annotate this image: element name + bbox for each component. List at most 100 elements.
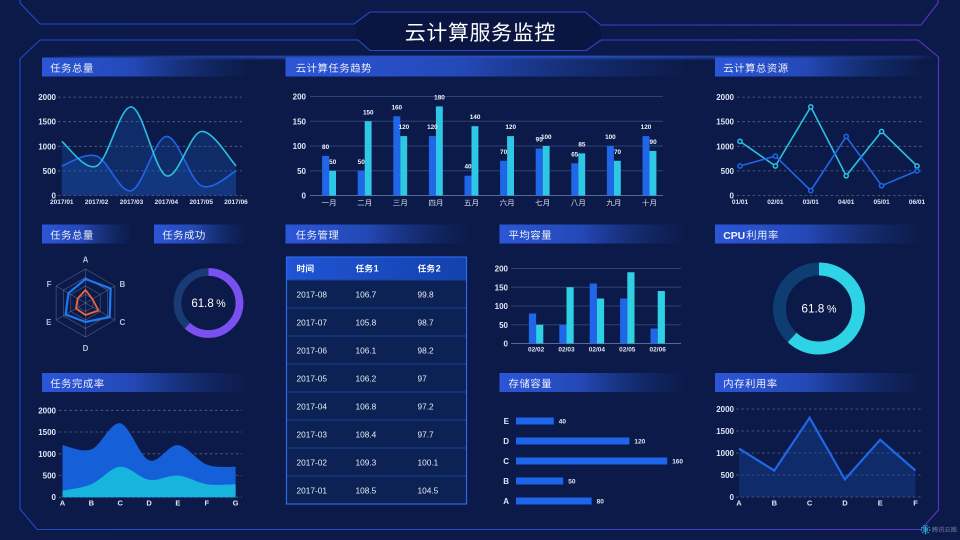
svg-text:E: E: [504, 417, 510, 426]
svg-text:40: 40: [464, 164, 472, 171]
svg-text:2000: 2000: [716, 93, 734, 102]
svg-text:1500: 1500: [38, 428, 56, 437]
svg-text:D: D: [503, 437, 509, 446]
svg-text:1000: 1000: [38, 142, 56, 151]
svg-text:0: 0: [302, 192, 307, 201]
svg-text:70: 70: [614, 149, 622, 156]
svg-text:180: 180: [434, 94, 445, 101]
svg-text:1: 1: [374, 264, 379, 274]
svg-text:2017/05: 2017/05: [189, 199, 213, 206]
svg-text:0: 0: [504, 340, 509, 349]
svg-text:02/01: 02/01: [767, 199, 784, 206]
svg-text:G: G: [233, 499, 239, 508]
svg-text:CPU: CPU: [723, 231, 745, 242]
svg-text:97.7: 97.7: [418, 430, 435, 440]
svg-text:2017/01: 2017/01: [50, 199, 74, 206]
svg-text:109.3: 109.3: [356, 458, 377, 468]
svg-text:90: 90: [650, 139, 658, 146]
svg-text:106.8: 106.8: [356, 402, 377, 412]
svg-text:B: B: [503, 477, 509, 486]
svg-text:108.4: 108.4: [356, 430, 377, 440]
svg-text:150: 150: [363, 109, 374, 116]
svg-text:500: 500: [721, 471, 735, 480]
svg-text:160: 160: [672, 459, 683, 466]
svg-text:02/03: 02/03: [558, 347, 575, 354]
svg-text:E: E: [46, 318, 52, 327]
svg-text:65: 65: [571, 151, 579, 158]
svg-text:98.7: 98.7: [418, 318, 435, 328]
svg-text:0: 0: [730, 192, 735, 201]
svg-text:A: A: [503, 497, 509, 506]
svg-text:2000: 2000: [38, 406, 56, 415]
svg-text:C: C: [117, 499, 123, 508]
svg-text:02/06: 02/06: [650, 347, 667, 354]
svg-text:A: A: [60, 499, 66, 508]
svg-text:80: 80: [597, 499, 605, 506]
svg-text:150: 150: [293, 117, 307, 126]
svg-text:100: 100: [495, 302, 509, 311]
svg-text:120: 120: [641, 124, 652, 131]
svg-text:0: 0: [52, 192, 57, 201]
svg-text:50: 50: [358, 159, 366, 166]
svg-text:50: 50: [499, 321, 508, 330]
svg-text:A: A: [736, 499, 742, 508]
svg-text:50: 50: [329, 159, 337, 166]
svg-text:200: 200: [495, 265, 509, 274]
svg-text:D: D: [83, 344, 89, 353]
svg-text:100: 100: [293, 142, 307, 151]
svg-text:A: A: [83, 256, 89, 265]
svg-text:70: 70: [500, 149, 508, 156]
svg-text:500: 500: [43, 471, 57, 480]
svg-text:200: 200: [293, 93, 307, 102]
svg-text:06/01: 06/01: [909, 199, 926, 206]
svg-text:C: C: [503, 457, 509, 466]
svg-text:F: F: [913, 499, 918, 508]
svg-text:104.5: 104.5: [418, 486, 439, 496]
svg-text:120: 120: [634, 439, 645, 446]
svg-text:F: F: [204, 499, 209, 508]
svg-text:2017-01: 2017-01: [297, 486, 328, 496]
svg-text:97.2: 97.2: [418, 402, 435, 412]
svg-text:2017/06: 2017/06: [224, 199, 248, 206]
svg-text:1000: 1000: [716, 142, 734, 151]
svg-text:2017-05: 2017-05: [297, 374, 328, 384]
svg-text:E: E: [878, 499, 883, 508]
svg-text:C: C: [120, 318, 126, 327]
svg-text:02/05: 02/05: [619, 347, 636, 354]
svg-text:500: 500: [721, 167, 735, 176]
svg-text:108.5: 108.5: [356, 486, 377, 496]
svg-text:C: C: [807, 499, 813, 508]
svg-text:95: 95: [536, 136, 544, 143]
svg-text:50: 50: [297, 167, 306, 176]
svg-text:05/01: 05/01: [873, 199, 890, 206]
svg-text:%: %: [827, 304, 837, 316]
svg-text:85: 85: [578, 141, 586, 148]
svg-text:500: 500: [43, 167, 57, 176]
svg-text:F: F: [47, 280, 52, 289]
svg-text:120: 120: [427, 124, 438, 131]
svg-text:2017/03: 2017/03: [120, 199, 144, 206]
svg-text:80: 80: [322, 144, 330, 151]
svg-text:50: 50: [568, 479, 576, 486]
svg-text:1500: 1500: [716, 118, 734, 127]
svg-text:150: 150: [495, 283, 509, 292]
svg-text:1500: 1500: [716, 427, 734, 436]
svg-text:40: 40: [559, 419, 567, 426]
svg-text:98.2: 98.2: [418, 346, 435, 356]
svg-text:106.2: 106.2: [356, 374, 377, 384]
svg-text:120: 120: [399, 124, 410, 131]
svg-text:105.8: 105.8: [356, 318, 377, 328]
svg-text:97: 97: [418, 374, 428, 384]
svg-text:0: 0: [730, 493, 735, 502]
svg-text:2017-06: 2017-06: [297, 346, 328, 356]
svg-text:2017-03: 2017-03: [297, 430, 328, 440]
svg-text:100: 100: [541, 134, 552, 141]
svg-text:100: 100: [605, 134, 616, 141]
svg-text:160: 160: [391, 104, 402, 111]
svg-text:B: B: [772, 499, 778, 508]
svg-text:E: E: [175, 499, 180, 508]
svg-text:100.1: 100.1: [418, 458, 439, 468]
svg-text:120: 120: [505, 124, 516, 131]
svg-text:99.8: 99.8: [418, 290, 435, 300]
svg-text:02/02: 02/02: [528, 347, 545, 354]
